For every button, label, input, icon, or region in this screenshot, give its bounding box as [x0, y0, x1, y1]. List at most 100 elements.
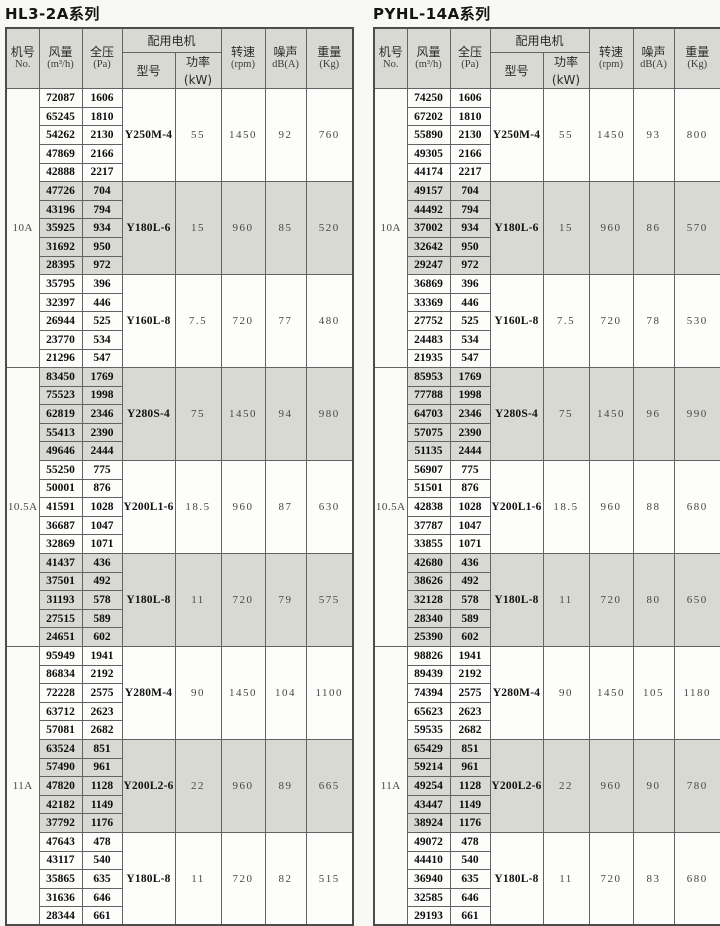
motor-power-cell: 55	[542, 88, 590, 183]
airflow-cell: 32642	[406, 236, 451, 257]
header-speed-cn: 转速	[599, 45, 624, 60]
header-machine-no: 机号 No.	[5, 27, 40, 90]
pressure-cell: 2346	[449, 404, 491, 424]
airflow-cell: 42680	[406, 553, 451, 573]
table-header: 机号 No. 风量 (m³/h) 全压 (Pa) 配用电机	[5, 27, 354, 90]
airflow-cell: 57081	[38, 720, 83, 740]
airflow-cell: 65429	[406, 738, 451, 759]
header-speed: 转速 (rpm)	[588, 27, 634, 90]
airflow-cell: 36869	[406, 274, 451, 294]
pressure-cell: 2390	[449, 422, 491, 443]
pressure-cell: 547	[449, 348, 491, 369]
airflow-cell: 51501	[406, 478, 451, 499]
pressure-cell: 436	[449, 553, 491, 573]
pressure-cell: 2217	[449, 162, 491, 183]
motor-power-cell: 90	[542, 646, 590, 740]
airflow-cell: 29247	[406, 255, 451, 276]
pressure-cell: 2390	[81, 422, 123, 443]
table-body: 10A 72087 1606 Y250M-4 55 1450 92 760 65245 1810 5…	[5, 88, 354, 926]
pressure-cell: 661	[81, 906, 123, 926]
pressure-cell: 1149	[81, 794, 123, 815]
pressure-cell: 2192	[449, 664, 491, 685]
airflow-cell: 59535	[406, 720, 451, 740]
pressure-cell: 2444	[81, 441, 123, 462]
pressure-cell: 2575	[81, 683, 123, 703]
machine-no-cell: 10A	[5, 88, 40, 369]
speed-cell: 960	[588, 738, 634, 833]
header-speed-cn: 转速	[231, 45, 256, 60]
header-speed: 转速 (rpm)	[220, 27, 266, 90]
pressure-cell: 1941	[81, 646, 123, 666]
airflow-cell: 67202	[406, 106, 451, 127]
header-airflow-sub: (m³/h)	[47, 59, 74, 71]
header-motor-model-label: 型号	[504, 63, 529, 78]
weight-cell: 780	[673, 738, 720, 833]
speed-cell: 1450	[220, 88, 266, 183]
airflow-cell: 56907	[406, 460, 451, 480]
speed-cell: 720	[588, 553, 634, 647]
table-title: PYHL-14A系列	[373, 5, 491, 23]
pressure-cell: 2682	[81, 720, 123, 740]
header-airflow-sub: (m³/h)	[415, 59, 442, 71]
header-machine-no: 机号 No.	[373, 27, 408, 90]
airflow-cell: 65245	[38, 106, 83, 127]
pressure-cell: 396	[449, 274, 491, 294]
airflow-cell: 27515	[38, 608, 83, 629]
pressure-cell: 950	[81, 236, 123, 257]
motor-power-cell: 22	[174, 738, 222, 833]
pressure-cell: 525	[449, 311, 491, 331]
header-noise-cn: 噪声	[273, 45, 298, 60]
pressure-cell: 961	[81, 757, 123, 778]
speed-cell: 1450	[588, 367, 634, 462]
pressure-cell: 972	[81, 255, 123, 276]
airflow-cell: 42888	[38, 162, 83, 183]
header-airflow-cn: 风量	[48, 45, 73, 60]
header-pressure-cn: 全压	[457, 45, 482, 60]
airflow-cell: 41591	[38, 497, 83, 517]
weight-cell: 575	[305, 553, 354, 647]
header-pressure-cn: 全压	[89, 45, 114, 60]
weight-cell: 570	[673, 181, 720, 276]
pressure-cell: 2575	[449, 683, 491, 703]
airflow-cell: 49646	[38, 441, 83, 462]
header-weight-sub: (Kg)	[319, 59, 340, 71]
noise-cell: 88	[632, 460, 675, 555]
airflow-cell: 37002	[406, 218, 451, 238]
airflow-cell: 31193	[38, 590, 83, 610]
weight-cell: 1180	[673, 646, 720, 740]
motor-power-cell: 11	[542, 831, 590, 926]
pressure-cell: 661	[449, 906, 491, 926]
motor-power-cell: 75	[542, 367, 590, 462]
header-noise-sub: dB(A)	[272, 59, 299, 71]
table-title: HL3-2A系列	[5, 5, 100, 23]
weight-cell: 630	[305, 460, 354, 555]
airflow-cell: 63524	[38, 738, 83, 759]
pressure-cell: 1028	[449, 497, 491, 517]
pressure-cell: 478	[81, 831, 123, 852]
weight-cell: 515	[305, 831, 354, 926]
spec-table-hl3-2a: 机号 No. 风量 (m³/h) 全压 (Pa) 配用电机	[5, 27, 355, 926]
airflow-cell: 44410	[406, 850, 451, 871]
pressure-cell: 635	[449, 869, 491, 889]
airflow-cell: 44492	[406, 199, 451, 220]
airflow-cell: 51135	[406, 441, 451, 462]
motor-model-cell: Y200L2-6	[121, 738, 176, 833]
header-weight-cn: 重量	[317, 45, 342, 60]
airflow-cell: 29193	[406, 906, 451, 926]
motor-model-cell: Y280S-4	[121, 367, 176, 462]
airflow-cell: 64703	[406, 404, 451, 424]
airflow-cell: 37501	[38, 571, 83, 592]
motor-power-cell: 11	[542, 553, 590, 647]
motor-model-cell: Y200L2-6	[489, 738, 544, 833]
noise-cell: 104	[264, 646, 307, 740]
header-pressure-sub: (Pa)	[93, 59, 111, 71]
pressure-cell: 525	[81, 311, 123, 331]
airflow-cell: 41437	[38, 553, 83, 573]
motor-model-cell: Y280M-4	[121, 646, 176, 740]
noise-cell: 83	[632, 831, 675, 926]
motor-model-cell: Y180L-8	[489, 831, 544, 926]
weight-cell: 480	[305, 274, 354, 369]
header-noise: 噪声 dB(A)	[632, 27, 675, 90]
airflow-cell: 33855	[406, 534, 451, 555]
motor-power-cell: 11	[174, 831, 222, 926]
